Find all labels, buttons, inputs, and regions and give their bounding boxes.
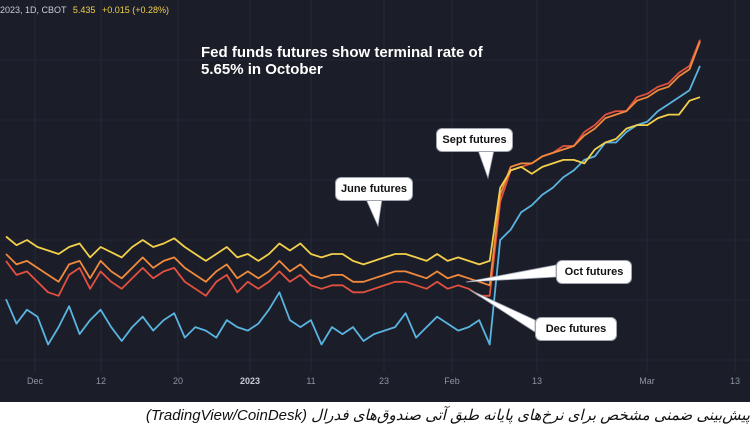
callout-tail-sept bbox=[477, 149, 495, 180]
callout-tail-june bbox=[365, 198, 383, 228]
series-line-oct-futures bbox=[5, 39, 701, 297]
x-tick-label: 13 bbox=[730, 376, 740, 386]
series-line-june-futures bbox=[5, 96, 701, 266]
callout-dec: Dec futures bbox=[535, 317, 617, 341]
x-tick-label: Feb bbox=[444, 376, 460, 386]
callout-oct-label: Oct futures bbox=[564, 266, 624, 278]
callout-tail-dec bbox=[469, 289, 536, 333]
x-tick-label: 13 bbox=[532, 376, 542, 386]
callout-sept: Sept futures bbox=[436, 128, 513, 152]
symbol-header: 2023, 1D, CBOT 5.435 +0.015 (+0.28%) bbox=[0, 5, 169, 15]
x-tick-label: Dec bbox=[27, 376, 44, 386]
callout-dec-label: Dec futures bbox=[545, 323, 607, 335]
x-tick-label: 23 bbox=[379, 376, 389, 386]
price-change: +0.015 (+0.28%) bbox=[101, 5, 169, 15]
x-tick-label: 11 bbox=[306, 376, 315, 386]
callout-oct: Oct futures bbox=[556, 260, 632, 284]
x-tick-label: 12 bbox=[96, 376, 106, 386]
series-line-dec-futures bbox=[5, 65, 701, 346]
callout-sept-label: Sept futures bbox=[442, 134, 507, 146]
x-tick-label: 20 bbox=[173, 376, 183, 386]
callout-june-label: June futures bbox=[340, 183, 407, 195]
x-tick-label: Mar bbox=[639, 376, 655, 386]
callout-tail-oct bbox=[465, 264, 557, 283]
x-tick-label: 2023 bbox=[240, 376, 260, 386]
callout-june: June futures bbox=[335, 177, 413, 201]
chart-title: Fed funds futures show terminal rate of … bbox=[201, 44, 483, 78]
image-caption: پیش‌بینی ضمنی مشخص برای نرخ‌های پایانه ط… bbox=[0, 402, 750, 430]
price-value: 5.435 bbox=[72, 5, 96, 15]
series-line-sept-futures bbox=[5, 41, 701, 287]
symbol-text: 2023, 1D, CBOT bbox=[0, 5, 67, 15]
